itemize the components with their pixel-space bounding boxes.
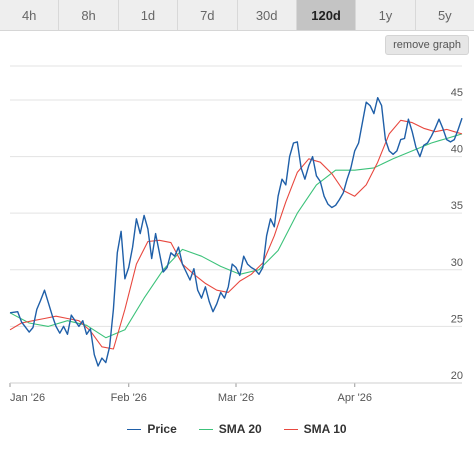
range-tab-7d[interactable]: 7d <box>178 0 238 30</box>
x-tick-label-0: Jan '26 <box>10 392 45 404</box>
range-tab-1d[interactable]: 1d <box>119 0 179 30</box>
chart-grid <box>9 65 462 387</box>
range-tab-5y[interactable]: 5y <box>437 7 452 23</box>
y-axis-labels: 20 25 30 35 40 45 <box>451 87 463 382</box>
legend-item-sma20[interactable]: SMA 20 <box>198 422 262 436</box>
range-tab-8h[interactable]: 8h <box>59 0 119 30</box>
chart-series <box>9 97 463 367</box>
series-line-sma-10 <box>9 119 463 350</box>
x-axis-labels: Jan '26 Feb '26 Mar '26 Apr '26 <box>10 392 372 404</box>
legend-item-price[interactable]: Price <box>127 422 177 436</box>
legend-label-sma10: SMA 10 <box>303 422 347 436</box>
range-selector: 4h 8h 1d 7d 30d 120d 1y 5y <box>0 0 474 31</box>
range-tab-1y[interactable]: 1y <box>356 0 416 30</box>
legend-swatch-sma10 <box>283 428 298 430</box>
legend-swatch-sma20 <box>198 428 213 430</box>
y-tick-label-30: 30 <box>451 257 463 269</box>
x-tick-label-2: Mar '26 <box>218 392 254 404</box>
y-tick-label-35: 35 <box>451 200 463 212</box>
y-tick-label-40: 40 <box>451 144 463 156</box>
y-tick-label-25: 25 <box>451 313 463 325</box>
legend-swatch-price <box>127 428 142 430</box>
x-tick-label-3: Apr '26 <box>337 392 372 404</box>
range-tab-30d[interactable]: 30d <box>238 0 297 30</box>
y-tick-label-45: 45 <box>451 87 463 99</box>
remove-graph-button[interactable]: remove graph <box>385 35 469 55</box>
series-line-sma-20 <box>9 133 463 339</box>
range-tab-4h[interactable]: 4h <box>0 0 60 30</box>
legend-item-sma10[interactable]: SMA 10 <box>283 422 347 436</box>
legend-label-sma20: SMA 20 <box>218 422 262 436</box>
price-chart: Jan '26 Feb '26 Mar '26 Apr '26 20 25 30 35 40 4… <box>9 65 463 404</box>
y-tick-label-20: 20 <box>451 370 463 382</box>
chart-legend: Price SMA 20 SMA 10 <box>0 418 474 440</box>
x-tick-label-1: Feb '26 <box>111 392 147 404</box>
legend-label-price: Price <box>147 422 177 436</box>
range-tab-120d[interactable]: 120d <box>296 0 357 30</box>
series-line-price <box>9 97 463 367</box>
